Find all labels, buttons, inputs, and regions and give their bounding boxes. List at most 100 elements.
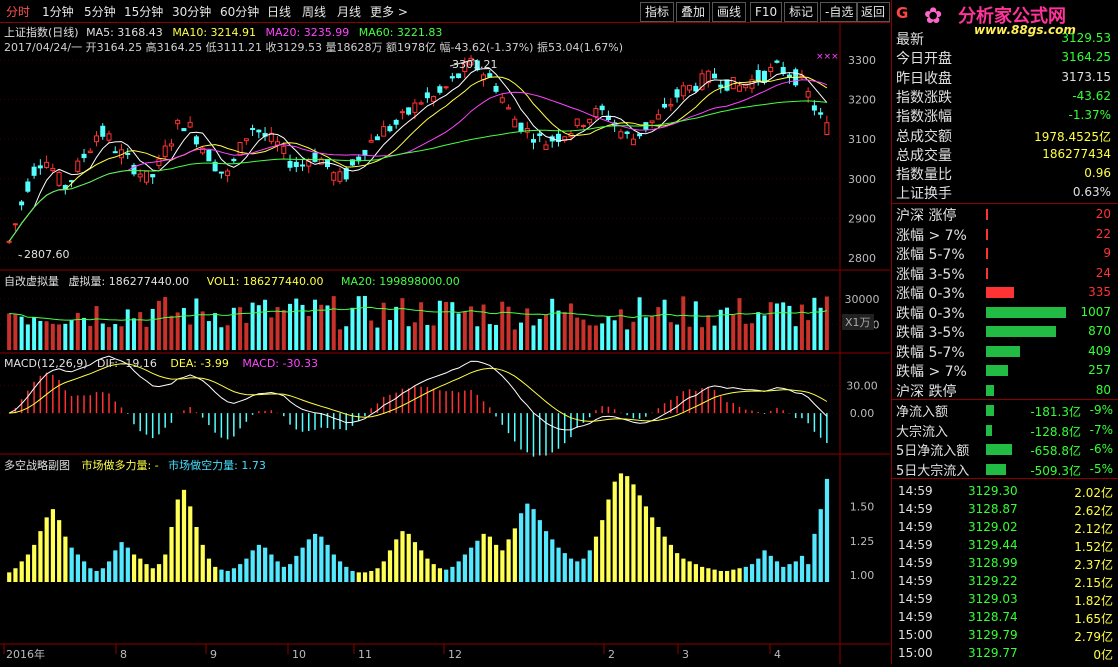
volume-bar xyxy=(394,306,399,350)
strategy-bar xyxy=(475,540,480,582)
candle-body xyxy=(137,173,143,178)
back-button[interactable]: 返回 xyxy=(856,2,890,22)
candle-body xyxy=(449,76,455,79)
quote-row: 昨日收盘 3173.15 xyxy=(896,68,1115,87)
tick-time: 14:59 xyxy=(898,574,933,588)
strategy-tick-label: 1.50 xyxy=(850,500,875,513)
logo-title: 分析家公式网 xyxy=(958,6,1066,27)
volume-bar xyxy=(88,325,93,350)
f10-button[interactable]: F10 xyxy=(750,2,783,22)
strategy-bar xyxy=(119,542,124,582)
divider xyxy=(892,399,1118,400)
tick-price: 3129.30 xyxy=(968,484,1018,498)
chart-area[interactable]: 330032003100300029002800300001500030.000… xyxy=(0,22,890,664)
quote-row: 上证换手 0.63% xyxy=(896,183,1115,202)
volume-bar xyxy=(587,325,592,350)
tab-15min[interactable]: 15分钟 xyxy=(124,5,164,19)
tab-monthly[interactable]: 月线 xyxy=(337,5,362,19)
volume-bar xyxy=(337,329,342,350)
candle-body xyxy=(693,85,699,92)
strategy-bar xyxy=(88,568,93,582)
macd-lines xyxy=(8,355,828,431)
tab-5min[interactable]: 5分钟 xyxy=(84,5,116,19)
candle-body xyxy=(824,122,830,136)
tab-1min[interactable]: 1分钟 xyxy=(42,5,74,19)
price-tick-label: 3100 xyxy=(848,133,876,146)
breadth-bar xyxy=(986,345,1020,357)
strategy-bar xyxy=(313,533,318,582)
divider xyxy=(892,478,1118,479)
overlay-button[interactable]: 叠加 xyxy=(676,2,711,22)
flow-percent: -6% xyxy=(1089,442,1113,456)
breadth-bar xyxy=(986,287,1014,298)
tab-intraday[interactable]: 分时 xyxy=(6,5,31,19)
volume-bar xyxy=(806,320,811,350)
draw-button[interactable]: 画线 xyxy=(712,2,747,22)
strategy-bar xyxy=(219,569,224,582)
vol1-label: VOL1: 186277440.00 xyxy=(206,275,324,288)
mark-button[interactable]: 标记 xyxy=(784,2,819,22)
volume-bar xyxy=(256,305,261,350)
strategy-bar xyxy=(718,571,723,582)
strategy-bar xyxy=(799,555,805,582)
tab-30min[interactable]: 30分钟 xyxy=(172,5,212,19)
volume-bar xyxy=(537,318,542,350)
strategy-bar xyxy=(631,484,636,582)
breadth-label: 沪深 跌停 xyxy=(896,383,957,400)
volume-bar xyxy=(781,302,786,350)
candle-body xyxy=(437,86,443,93)
tick-price: 3129.44 xyxy=(968,538,1018,552)
candle-body xyxy=(406,107,412,115)
candle-body xyxy=(106,133,112,141)
strategy-bar xyxy=(519,513,524,582)
volume-bar xyxy=(244,322,249,350)
tab-more[interactable]: 更多 > xyxy=(370,5,408,19)
tab-weekly[interactable]: 周线 xyxy=(302,5,327,19)
g-indicator: G xyxy=(896,4,909,22)
volume-bar xyxy=(50,323,55,350)
volume-panel-title: 自改虚拟量 xyxy=(4,275,59,288)
candle-body xyxy=(462,62,468,73)
strategy-bar xyxy=(82,561,87,582)
quote-value: -1.37% xyxy=(1068,108,1111,123)
volume-bar xyxy=(643,317,648,350)
volume-bar xyxy=(131,318,136,350)
tick-row: 14:59 3129.02 2.12亿 xyxy=(896,518,1115,536)
bear-force-label: 市场做空力量: 1.73 xyxy=(168,459,266,472)
strategy-bar xyxy=(494,544,499,582)
breadth-value: 409 xyxy=(1088,343,1111,358)
tab-60min[interactable]: 60分钟 xyxy=(220,5,260,19)
candle-body xyxy=(31,166,37,176)
volume-bar xyxy=(213,313,218,350)
volume-bar xyxy=(238,307,243,350)
candle-body xyxy=(206,149,212,162)
volume-bar xyxy=(494,324,499,350)
candle-body xyxy=(19,201,25,206)
kline-chart[interactable]: 330032003100300029002800300001500030.000… xyxy=(0,22,890,664)
volume-bar xyxy=(100,323,105,350)
indicator-button[interactable]: 指标 xyxy=(640,2,675,22)
volume-bar xyxy=(481,304,486,350)
tick-price: 3129.03 xyxy=(968,592,1018,606)
tick-volume: 0亿 xyxy=(1093,648,1113,662)
candlestick-series xyxy=(6,55,830,245)
breadth-bar xyxy=(986,267,988,279)
volume-bar xyxy=(169,315,174,350)
strategy-bar xyxy=(231,568,237,582)
tab-daily[interactable]: 日线 xyxy=(267,5,292,19)
strategy-bar xyxy=(412,542,418,582)
strategy-bar xyxy=(812,533,817,582)
strategy-panel-header: 多空战略副图 市场做多力量: - 市场做空力量: 1.73 xyxy=(4,457,266,473)
logo: ✿ 分析家公式网 www.88gs.com xyxy=(924,2,1116,37)
volume-bar xyxy=(531,325,536,350)
volume-bar xyxy=(731,314,736,350)
candle-body xyxy=(805,90,811,98)
volume-bar xyxy=(618,309,623,350)
candle-body xyxy=(662,103,668,108)
main-panel-title: 上证指数(日线) xyxy=(4,26,79,39)
flow-label: 5日净流入额 xyxy=(896,444,970,459)
volume-bar xyxy=(799,304,804,350)
quote-row: 最新 3129.53 xyxy=(896,29,1115,48)
strategy-bar xyxy=(194,527,199,582)
remove-watchlist-button[interactable]: -自选 xyxy=(820,2,859,22)
